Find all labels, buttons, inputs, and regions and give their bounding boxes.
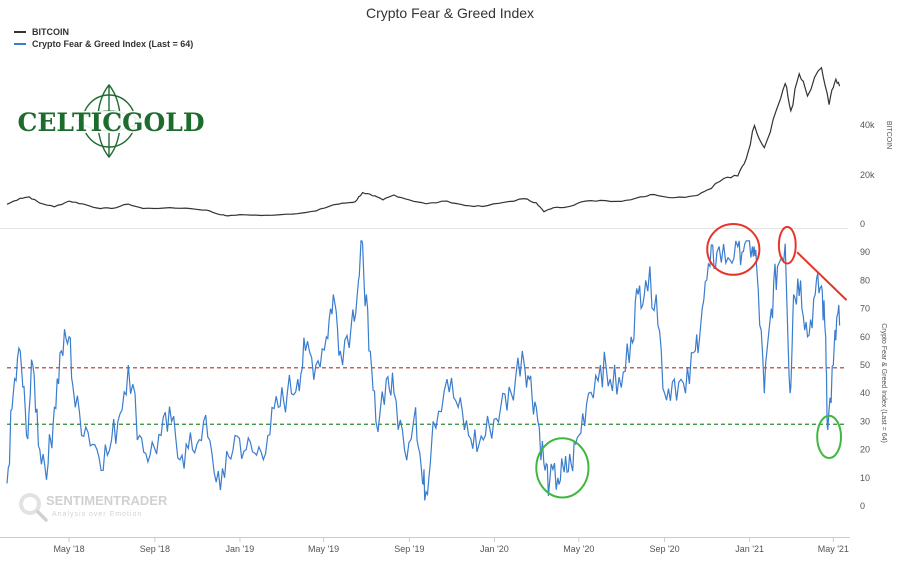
red-highlight-circle bbox=[777, 225, 797, 265]
lower-axis-title: Crypto Fear & Greed Index (Last = 64) bbox=[880, 323, 887, 443]
annotations bbox=[535, 223, 848, 499]
legend: BITCOIN Crypto Fear & Greed Index (Last … bbox=[14, 27, 193, 49]
chart-title: Crypto Fear & Greed Index bbox=[366, 5, 534, 21]
x-tick-label: Jan '20 bbox=[480, 544, 509, 554]
watermark-tagline: Analysis over Emotion bbox=[52, 511, 142, 518]
bitcoin-series-line bbox=[6, 66, 841, 217]
logo-text: CELTICGOLD bbox=[17, 108, 204, 137]
x-tick-label: May '21 bbox=[818, 544, 849, 554]
legend-label-fgi: Crypto Fear & Greed Index (Last = 64) bbox=[32, 39, 193, 49]
sentimentrader-watermark: SENTIMENTRADER Analysis over Emotion bbox=[19, 493, 168, 522]
upper-y-ticks: 0 20k 40k bbox=[860, 120, 875, 229]
fear-greed-series-line bbox=[6, 240, 841, 501]
red-trend-arrow bbox=[796, 251, 848, 301]
lower-y-tick: 70 bbox=[860, 304, 870, 314]
legend-label-bitcoin: BITCOIN bbox=[32, 27, 69, 37]
lower-y-tick: 10 bbox=[860, 473, 870, 483]
x-tick-label: May '20 bbox=[563, 544, 594, 554]
upper-axis-title: BITCOIN bbox=[885, 121, 892, 149]
lower-y-tick: 60 bbox=[860, 332, 870, 342]
upper-y-tick: 20k bbox=[860, 170, 875, 180]
logo-text-bg bbox=[26, 111, 196, 133]
x-tick-label: Jan '21 bbox=[735, 544, 764, 554]
upper-panel: 0 20k 40k BITCOIN bbox=[0, 66, 892, 229]
lower-y-tick: 90 bbox=[860, 247, 870, 257]
x-tick-label: May '19 bbox=[308, 544, 339, 554]
x-axis: May '18 Sep '18 Jan '19 May '19 Sep '19 Jan '… bbox=[0, 537, 850, 554]
celticgold-logo: CELTICGOLD bbox=[17, 83, 205, 159]
lower-y-tick: 20 bbox=[860, 445, 870, 455]
watermark-name: SENTIMENTRADER bbox=[46, 493, 168, 508]
x-tick-label: May '18 bbox=[53, 544, 84, 554]
upper-y-tick: 0 bbox=[860, 219, 865, 229]
red-highlight-circle bbox=[706, 223, 761, 276]
lower-y-tick: 80 bbox=[860, 275, 870, 285]
x-tick-label: Sep '20 bbox=[649, 544, 679, 554]
x-tick-label: Jan '19 bbox=[226, 544, 255, 554]
lower-panel: 0 10 20 30 40 50 60 70 80 90 Crypto Fear & Greed … bbox=[6, 223, 887, 511]
green-highlight-circle bbox=[816, 414, 842, 460]
lower-y-ticks: 0 10 20 30 40 50 60 70 80 90 bbox=[860, 247, 870, 511]
x-tick-label: Sep '19 bbox=[394, 544, 424, 554]
magnifier-icon bbox=[19, 493, 48, 522]
x-tick-label: Sep '18 bbox=[140, 544, 170, 554]
lower-y-tick: 50 bbox=[860, 360, 870, 370]
lower-y-tick: 30 bbox=[860, 416, 870, 426]
green-highlight-circle bbox=[535, 437, 590, 499]
upper-y-tick: 40k bbox=[860, 120, 875, 130]
x-ticks: May '18 Sep '18 Jan '19 May '19 Sep '19 Jan '… bbox=[53, 537, 849, 554]
lower-y-tick: 40 bbox=[860, 388, 870, 398]
lower-y-tick: 0 bbox=[860, 501, 865, 511]
